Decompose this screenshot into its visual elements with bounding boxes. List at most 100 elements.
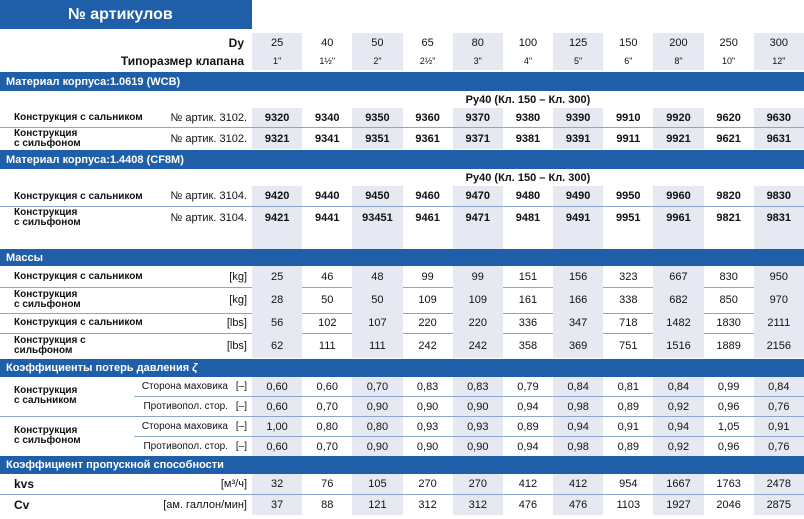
table-cell: 0,60 xyxy=(316,380,338,393)
dy-label: Dy xyxy=(228,35,244,50)
table-cell: 242 xyxy=(418,339,437,352)
table-cell: 9380 xyxy=(515,111,541,124)
loss-unit: [–] xyxy=(235,421,247,432)
table-cell: 166 xyxy=(553,287,604,313)
table-cell: 9620 xyxy=(716,111,741,124)
table-cell: 0,83 xyxy=(452,377,503,396)
table-cell: 1927 xyxy=(653,495,704,515)
table-cell: 0,90 xyxy=(452,397,503,416)
table-cell: 358 xyxy=(518,339,538,352)
table-cell: 369 xyxy=(553,333,604,358)
material2-pressure: Ру40 (Кл. 150 – Кл. 300) xyxy=(465,171,591,184)
table-cell: 9621 xyxy=(716,132,741,145)
table-cell: 62 xyxy=(252,333,303,358)
masses-row-label: Конструкция с сальником xyxy=(14,266,143,287)
table-cell: 9961 xyxy=(653,207,704,229)
table-cell: 954 xyxy=(619,478,638,490)
table-cell: 270 xyxy=(452,474,503,494)
masses-row: Конструкция с сильфоном [lbs] 62 111 111 242 24… xyxy=(0,333,804,358)
table-cell: 412 xyxy=(518,478,538,490)
masses-row-cells: 56 102 107 220 220 336 347 718 1482 1830 2111 xyxy=(252,313,804,333)
table-cell: 220 xyxy=(418,317,437,329)
table-cell: 0,94 xyxy=(653,417,704,436)
table-cell: 9321 xyxy=(252,128,303,149)
table-cell xyxy=(704,229,754,249)
table-cell: 46 xyxy=(321,270,334,283)
table-cell: 9350 xyxy=(352,108,403,127)
table-cell: 0,91 xyxy=(753,417,804,436)
material1-row2-label-2: с сильфоном xyxy=(14,137,81,149)
table-cell: 9460 xyxy=(415,190,440,202)
table-cell: 0,70 xyxy=(352,377,403,396)
table-cell: 93451 xyxy=(352,207,403,229)
loss-unit: [–] xyxy=(235,441,247,452)
material2-row2-label: Конструкция с сильфоном xyxy=(14,207,81,229)
flow-row-label: Cv xyxy=(14,498,30,512)
table-cell: 99 xyxy=(421,270,434,283)
masses-row: Конструкция с сильфоном [kg] 28 50 50 109 109 16… xyxy=(0,287,804,313)
loss-title-text: Коэффициенты потерь давления xyxy=(6,362,190,374)
table-cell: 151 xyxy=(518,270,538,283)
table-cell: 9630 xyxy=(753,108,804,127)
loss-unit: [–] xyxy=(235,381,247,392)
loss-side-label: Сторона маховика xyxy=(141,421,228,432)
table-cell: 2046 xyxy=(716,499,741,511)
loss-row: Противопол. стор. [–] 0,60 0,70 0,90 0,90 0,90… xyxy=(0,437,804,456)
table-cell: 667 xyxy=(653,266,704,287)
table-cell: 0,90 xyxy=(452,437,503,456)
table-cell: 50 xyxy=(321,294,334,306)
spacer-cells xyxy=(252,229,804,249)
table-cell: 9420 xyxy=(252,186,303,206)
table-cell: 121 xyxy=(352,495,403,515)
table-cell: 1830 xyxy=(716,317,741,329)
masses-row-label-1: Конструкция xyxy=(14,289,78,300)
zeta-symbol: ζ xyxy=(192,362,198,374)
table-cell: 718 xyxy=(619,317,638,329)
table-cell: 50 xyxy=(352,33,403,52)
loss-group-label: Конструкция с сильфоном xyxy=(14,426,81,446)
table-cell: 9831 xyxy=(753,207,804,229)
table-cell xyxy=(753,229,804,249)
table-cell: 56 xyxy=(252,313,303,333)
table-cell: 9490 xyxy=(553,186,604,206)
table-cell: 1889 xyxy=(716,339,741,352)
material2-row2: Конструкция с сильфоном № артик. 3104. 9… xyxy=(0,207,804,229)
table-cell: 1½" xyxy=(319,56,336,66)
loss-group-label-part: с сильфоном xyxy=(14,435,81,446)
table-cell: 40 xyxy=(321,36,334,49)
flow-row-unit: [ам. галлон/мин] xyxy=(163,499,247,511)
table-cell: 1482 xyxy=(653,313,704,333)
table-cell: 9341 xyxy=(315,132,340,145)
table-cell xyxy=(252,229,303,249)
table-cell: 9461 xyxy=(415,212,440,224)
flow-row: Cv [ам. галлон/мин] 37 88 121 312 312 476 476 110… xyxy=(0,495,804,515)
flow-row-unit: [м³/ч] xyxy=(220,478,247,490)
table-cell: 970 xyxy=(753,287,804,313)
material2-title: Материал корпуса:1.4408 (CF8M) xyxy=(0,150,804,169)
table-cell: 28 xyxy=(252,287,303,313)
table-cell: 9471 xyxy=(452,207,503,229)
spacer-row xyxy=(0,229,804,249)
material1-row2-label: Конструкция с сильфоном xyxy=(14,128,81,149)
loss-side-label: Сторона маховика xyxy=(141,381,228,392)
table-cell: 9821 xyxy=(716,212,741,224)
table-cell: 0,89 xyxy=(617,440,639,453)
table-cell: 850 xyxy=(719,294,738,306)
table-cell: 1,00 xyxy=(252,417,303,436)
masses-row-unit: [lbs] xyxy=(226,339,247,352)
table-cell: 8" xyxy=(653,52,704,70)
table-cell: 37 xyxy=(252,495,303,515)
table-cell: 0,80 xyxy=(316,420,338,433)
size-cells: 1" 1½" 2" 2½" 3" 4" 5" 6" 8" 10" 12" xyxy=(252,52,804,70)
masses-row-cells: 25 46 48 99 99 151 156 323 667 830 950 xyxy=(252,266,804,287)
table-cell: 1516 xyxy=(653,333,704,358)
table-cell: 32 xyxy=(252,474,303,494)
masses-row-unit: [lbs] xyxy=(226,317,247,329)
table-cell xyxy=(352,229,403,249)
table-cell: 111 xyxy=(352,333,403,358)
table-cell xyxy=(603,229,653,249)
table-cell: 9441 xyxy=(315,212,340,224)
flow-row-cells: 37 88 121 312 312 476 476 1103 1927 2046 2875 xyxy=(252,495,804,515)
table-cell: 9371 xyxy=(452,128,503,149)
loss-row-cells: 0,60 0,70 0,90 0,90 0,90 0,94 0,98 0,89 0,92 0,96… xyxy=(252,437,804,456)
